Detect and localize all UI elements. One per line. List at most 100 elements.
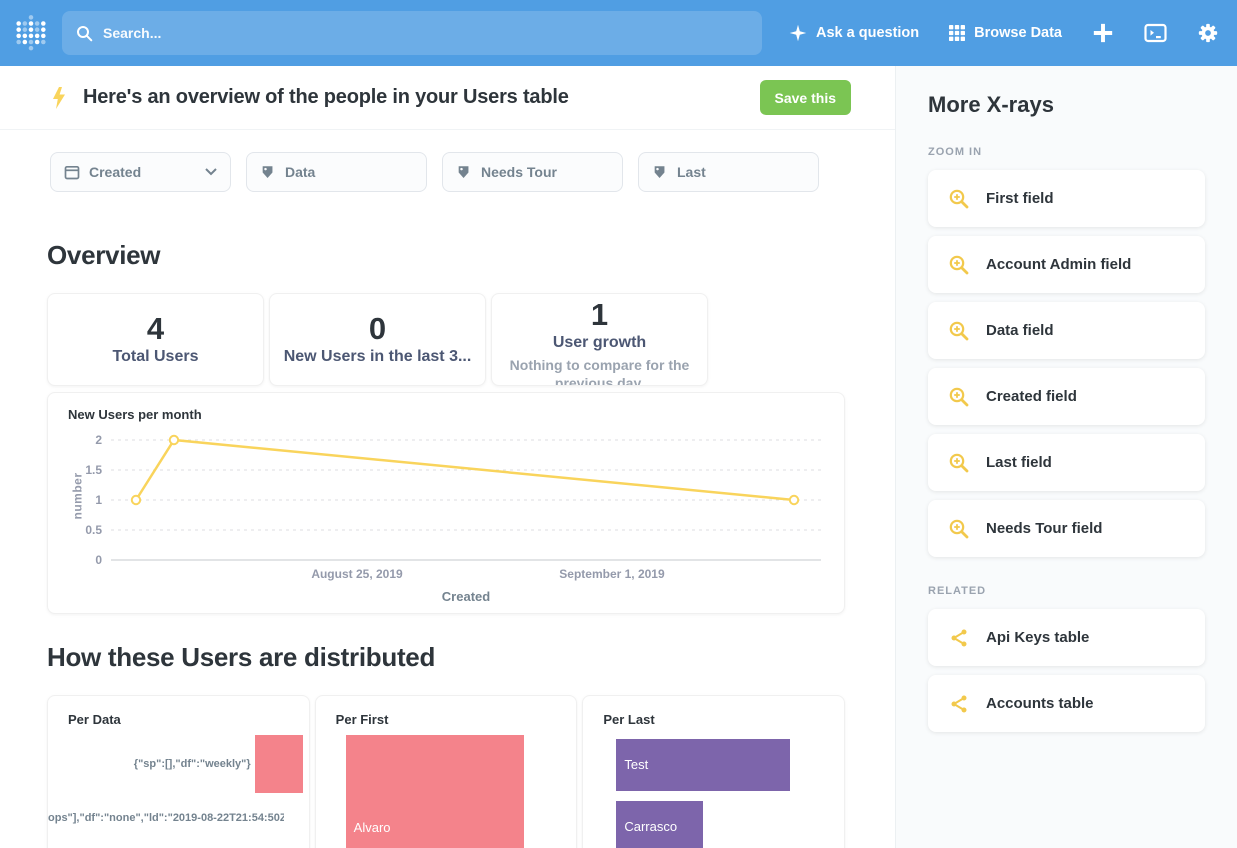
gear-icon	[1198, 23, 1218, 43]
bolt-icon	[50, 86, 66, 110]
metric-caption: Nothing to compare for the previous day.	[509, 356, 690, 386]
zoom-in-icon	[949, 453, 969, 472]
chart-title: New Users per month	[68, 407, 202, 422]
bar[interactable]	[254, 735, 303, 793]
tag-icon	[654, 166, 665, 179]
terminal-icon	[1144, 23, 1167, 43]
zoom-in-icon	[949, 387, 969, 406]
top-nav: Ask a question Browse Data	[0, 0, 1237, 66]
tag-icon	[262, 166, 273, 179]
bar-category-label: ops"],"df":"none","ld":"2019-08-22T21:54…	[48, 812, 284, 824]
y-axis-ticks: 0 0.5 1 1.5 2	[85, 433, 102, 567]
connections-icon	[951, 629, 967, 646]
plus-icon	[1093, 23, 1113, 43]
line-chart-svg	[111, 434, 821, 561]
zoom-in-icon	[949, 321, 969, 340]
distribution-heading: How these Users are distributed	[47, 642, 436, 672]
sidebar-item-first-field[interactable]: First field	[928, 170, 1205, 227]
sidebar-item-label: First field	[986, 190, 1054, 207]
zoom-in-list: First field Account Admin field Data fie…	[928, 170, 1205, 557]
sidebar-item-last-field[interactable]: Last field	[928, 434, 1205, 491]
per-data-row: {"sp":[],"df":"weekly"}	[48, 735, 303, 793]
search-bar[interactable]	[62, 11, 762, 55]
per-last-chart-card[interactable]: Per Last Test Carrasco	[582, 695, 846, 848]
filter-data-label: Data	[285, 164, 316, 180]
overview-heading: Overview	[47, 240, 161, 270]
browse-data-button[interactable]: Browse Data	[949, 25, 1062, 41]
metric-value: 1	[590, 297, 609, 332]
filter-needs-tour-label: Needs Tour	[481, 164, 557, 180]
sidebar-item-data-field[interactable]: Data field	[928, 302, 1205, 359]
x-axis-ticks: August 25, 2019 September 1, 2019	[311, 567, 665, 581]
sidebar-item-label: Data field	[986, 322, 1054, 339]
xray-header: Here's an overview of the people in your…	[0, 66, 895, 130]
sidebar-item-label: Last field	[986, 454, 1052, 471]
browse-data-label: Browse Data	[974, 25, 1062, 41]
settings-button[interactable]	[1197, 22, 1219, 44]
sparkle-icon	[789, 24, 807, 42]
chart-title: Per First	[335, 712, 389, 727]
related-list: Api Keys table Accounts table	[928, 609, 1205, 732]
metric-user-growth[interactable]: 1 User growth Nothing to compare for the…	[491, 293, 708, 386]
sidebar-item-label: Accounts table	[986, 695, 1094, 712]
ask-a-question-label: Ask a question	[816, 25, 920, 41]
bar-category-label: {"sp":[],"df":"weekly"}	[133, 758, 251, 770]
search-icon	[77, 25, 93, 41]
sidebar-item-label: Created field	[986, 388, 1077, 405]
chart-title: Per Data	[68, 712, 121, 727]
filter-data[interactable]: Data	[246, 152, 427, 192]
zoom-in-icon	[949, 519, 969, 538]
bar-label: Test	[624, 757, 649, 772]
native-query-button[interactable]	[1144, 23, 1167, 43]
bar-label: Alvaro	[353, 820, 391, 835]
bar[interactable]: Alvaro	[345, 735, 524, 848]
filter-bar: Created Data Needs Tour	[50, 152, 845, 192]
metric-new-users[interactable]: 0 New Users in the last 3...	[269, 293, 486, 386]
sidebar-item-created-field[interactable]: Created field	[928, 368, 1205, 425]
tag-icon	[458, 166, 469, 179]
x-axis-title: Created	[441, 589, 491, 604]
filter-last[interactable]: Last	[638, 152, 819, 192]
per-data-chart-card[interactable]: Per Data {"sp":[],"df":"weekly"} ops"],"…	[47, 695, 310, 848]
filter-created-label: Created	[89, 164, 142, 180]
metric-label: Total Users	[112, 347, 199, 365]
filter-created[interactable]: Created	[50, 152, 231, 192]
metric-label: New Users in the last 3...	[283, 347, 472, 365]
bar[interactable]: Test	[616, 739, 791, 791]
sidebar-item-accounts-table[interactable]: Accounts table	[928, 675, 1205, 732]
filter-needs-tour[interactable]: Needs Tour	[442, 152, 623, 192]
sidebar-item-account-admin-field[interactable]: Account Admin field	[928, 236, 1205, 293]
sidebar-title: More X-rays	[928, 92, 1054, 117]
main-content: Here's an overview of the people in your…	[0, 66, 895, 848]
zoom-in-icon	[949, 255, 969, 274]
sidebar-item-label: Account Admin field	[986, 256, 1132, 273]
bar[interactable]: Carrasco	[616, 801, 704, 848]
distribution-cards: Per Data {"sp":[],"df":"weekly"} ops"],"…	[47, 695, 846, 848]
related-label: RELATED	[928, 585, 987, 597]
connections-icon	[951, 695, 967, 712]
search-input[interactable]	[103, 25, 748, 41]
new-item-button[interactable]	[1092, 22, 1114, 44]
bar-label: Carrasco	[624, 819, 678, 834]
page-title: Here's an overview of the people in your…	[83, 86, 569, 108]
new-users-line-chart-card[interactable]: New Users per month number 0 0.5 1 1.5 2 Aug…	[47, 392, 845, 614]
grid-icon	[949, 25, 966, 41]
filter-last-label: Last	[677, 164, 706, 180]
sidebar-item-api-keys-table[interactable]: Api Keys table	[928, 609, 1205, 666]
metabase-logo-icon[interactable]	[16, 15, 46, 51]
per-first-chart-card[interactable]: Per First Alvaro	[314, 695, 578, 848]
more-xrays-sidebar: More X-rays ZOOM IN First field Account …	[895, 66, 1237, 848]
calendar-icon	[64, 165, 80, 180]
chevron-down-icon	[205, 168, 217, 176]
ask-a-question-button[interactable]: Ask a question	[789, 24, 919, 42]
save-this-button[interactable]: Save this	[759, 80, 851, 115]
chart-title: Per Last	[603, 712, 655, 727]
metric-value: 0	[368, 311, 387, 347]
sidebar-item-label: Needs Tour field	[986, 520, 1103, 537]
metric-total-users[interactable]: 4 Total Users	[47, 293, 264, 386]
metric-cards: 4 Total Users 0 New Users in the last 3.…	[47, 293, 845, 386]
sidebar-item-label: Api Keys table	[986, 629, 1090, 646]
metric-value: 4	[146, 311, 165, 347]
sidebar-item-needs-tour-field[interactable]: Needs Tour field	[928, 500, 1205, 557]
zoom-in-icon	[949, 189, 969, 208]
